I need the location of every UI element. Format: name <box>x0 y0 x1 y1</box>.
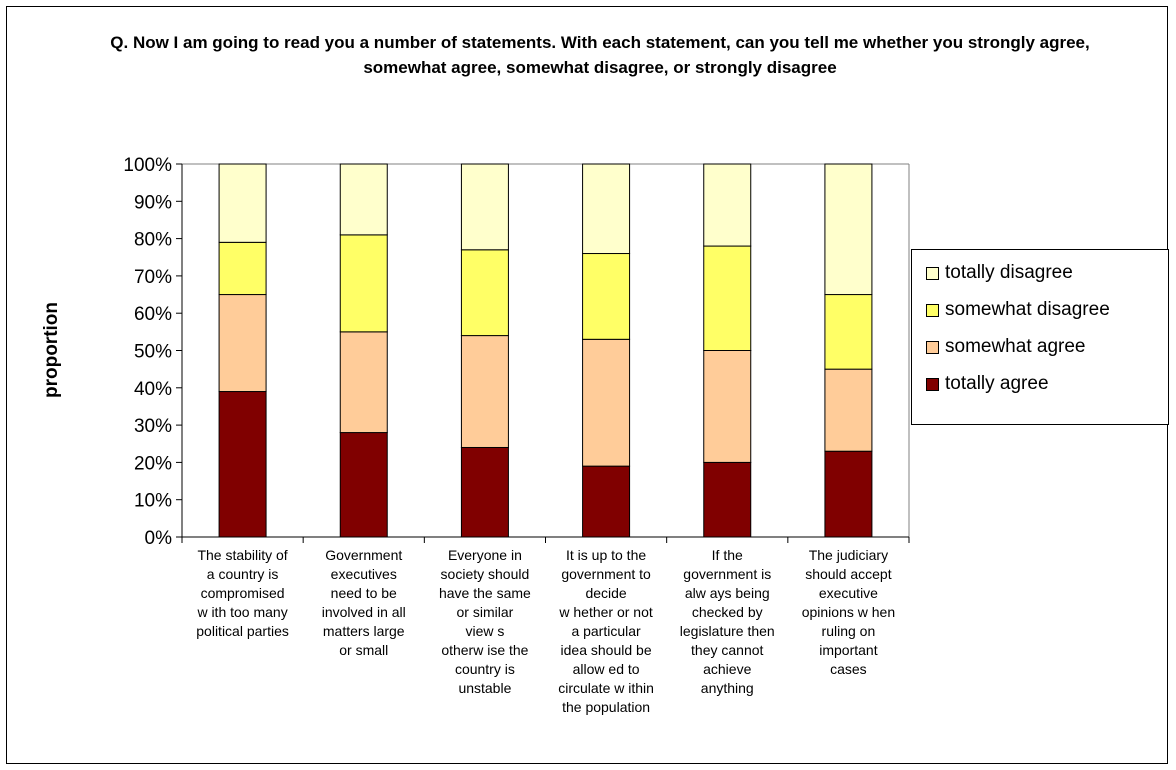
legend-label: somewhat agree <box>945 336 1086 357</box>
category-label: Everyone in society should have the same or… <box>438 547 531 696</box>
bar-segment <box>582 338 631 467</box>
y-tick-label: 100% <box>123 155 172 176</box>
legend: totally disagree somewhat disagree somewha… <box>911 249 1169 425</box>
bar-segment <box>703 163 752 247</box>
bar-segment <box>339 432 388 538</box>
legend-swatch <box>926 377 939 391</box>
legend-item: somewhat disagree <box>926 297 1110 323</box>
bar-segment <box>460 335 509 448</box>
category-label: It is up to the government to decide w heth… <box>558 547 654 715</box>
bar-segment <box>824 368 873 452</box>
bar-segment <box>218 391 267 538</box>
bar-segment <box>582 253 631 340</box>
y-tick-label: 30% <box>134 416 172 437</box>
category-label: The judiciary should accept executive opini… <box>801 547 896 677</box>
legend-label: totally disagree <box>945 262 1073 283</box>
bar-segment <box>339 163 388 236</box>
y-tick-label: 70% <box>134 267 172 288</box>
bar-segment <box>339 234 388 333</box>
legend-swatch <box>926 266 939 280</box>
y-tick-label: 90% <box>134 192 172 213</box>
y-tick-label: 50% <box>134 342 172 363</box>
bar-segment <box>460 446 509 538</box>
y-tick-label: 10% <box>134 491 172 512</box>
legend-item: totally disagree <box>926 260 1073 286</box>
legend-item: somewhat agree <box>926 334 1085 360</box>
bar-segment <box>824 450 873 538</box>
chart-title: Q. Now I am going to read you a number o… <box>110 33 1090 77</box>
legend-swatch <box>926 303 939 317</box>
bar-segment <box>218 294 267 393</box>
legend-label: totally agree <box>945 373 1049 394</box>
legend-swatch <box>926 340 939 354</box>
category-label: Government executives need to be involved i… <box>321 547 406 658</box>
category-label: If the government is alw ays being checked … <box>679 547 775 696</box>
y-tick-label: 0% <box>145 528 173 549</box>
bar-segment <box>703 245 752 351</box>
bar-segment <box>460 249 509 337</box>
bar-segment <box>703 350 752 463</box>
y-tick-label: 20% <box>134 453 172 474</box>
bar-segment <box>824 163 873 296</box>
category-label: The stability of a country is compromised w… <box>196 547 289 639</box>
bar-segment <box>460 163 509 251</box>
bar-segment <box>339 331 388 434</box>
bar-segment <box>824 294 873 370</box>
legend-item: totally agree <box>926 371 1049 397</box>
legend-label: somewhat disagree <box>945 299 1110 320</box>
bar-segment <box>582 465 631 538</box>
bar-segment <box>582 163 631 255</box>
bar-segment <box>218 241 267 296</box>
y-tick-label: 60% <box>134 304 172 325</box>
bar-segment <box>703 461 752 538</box>
y-tick-label: 80% <box>134 230 172 251</box>
bar-segment <box>218 163 267 243</box>
y-tick-label: 40% <box>134 379 172 400</box>
